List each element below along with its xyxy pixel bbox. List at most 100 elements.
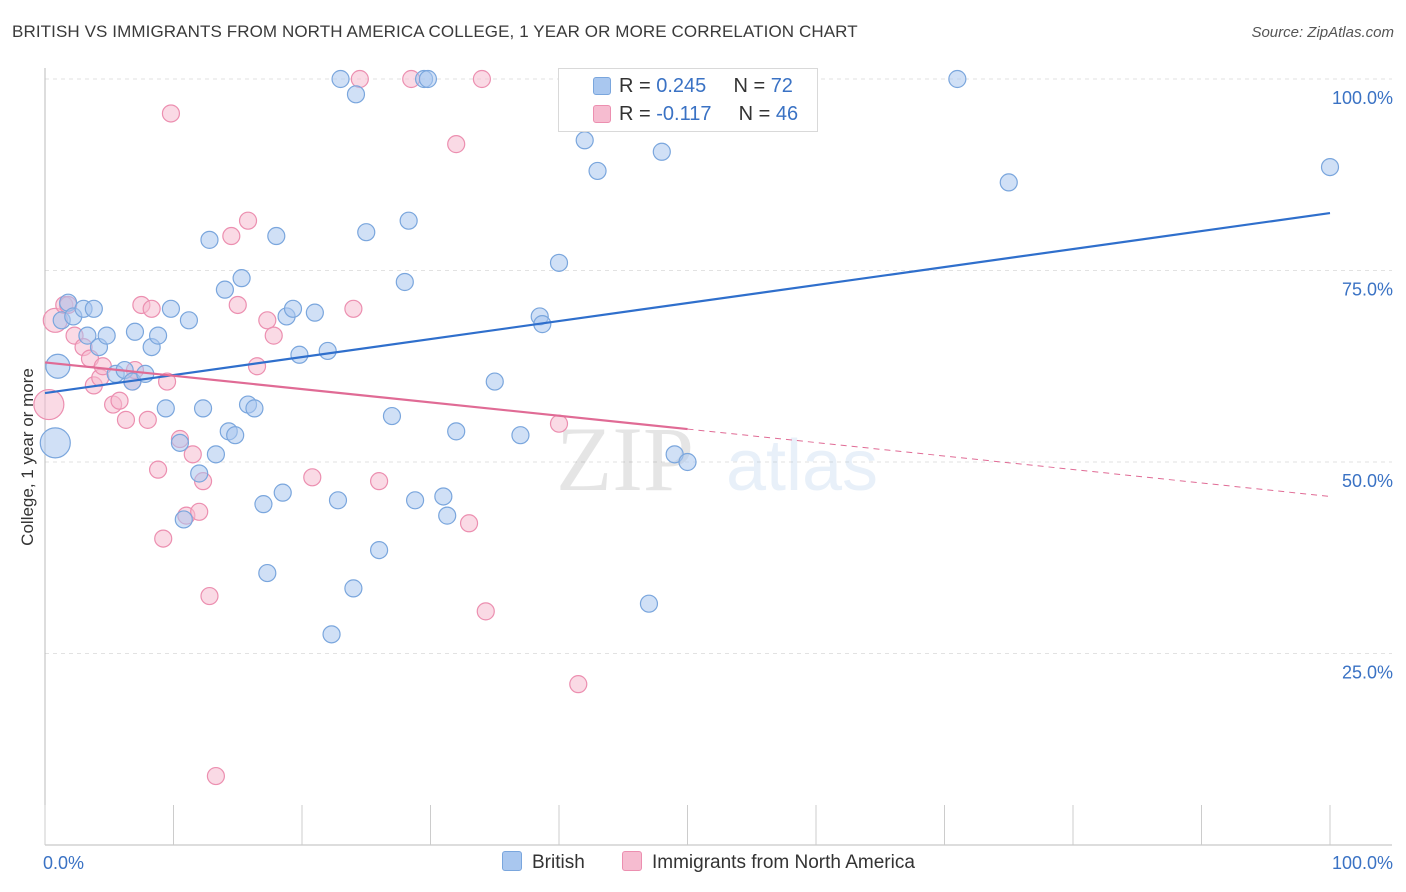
data-point	[190, 464, 209, 483]
data-point	[639, 594, 659, 613]
data-point	[511, 426, 530, 445]
data-point	[344, 299, 363, 318]
data-point	[357, 223, 376, 242]
data-point	[154, 529, 173, 548]
tick-labels: 25.0% 50.0% 75.0% 100.0% 0.0% 100.0%	[43, 88, 1393, 873]
data-point	[170, 433, 190, 452]
data-point	[331, 69, 350, 89]
data-point	[382, 406, 402, 426]
data-point	[549, 253, 569, 272]
data-point	[125, 322, 145, 341]
legend-row-immigrants: R = -0.117 N = 46	[593, 100, 799, 128]
y-tick-label: 50.0%	[1342, 471, 1393, 491]
grid	[45, 78, 1392, 654]
data-point	[472, 69, 491, 89]
x-tick-label: 100.0%	[1332, 853, 1393, 873]
data-point	[84, 299, 103, 318]
n-value: 72	[770, 75, 793, 97]
data-point	[346, 85, 366, 104]
data-point	[678, 452, 697, 472]
data-point	[328, 491, 348, 510]
data-point	[183, 445, 202, 464]
data-point	[245, 399, 264, 418]
immigrants-points	[33, 69, 588, 786]
data-point	[156, 399, 175, 418]
data-point	[247, 357, 267, 376]
data-point	[303, 468, 322, 487]
trend-lines	[44, 211, 1331, 497]
source-label: Source: ZipAtlas.com	[1251, 24, 1394, 41]
data-point	[174, 510, 193, 529]
n-label: N =	[733, 75, 771, 97]
data-point	[434, 487, 453, 506]
legend-label-british: British	[532, 852, 585, 873]
r-value: 0.245	[656, 75, 707, 97]
n-value: 46	[775, 103, 799, 125]
data-point	[459, 514, 479, 533]
data-point	[1320, 157, 1340, 177]
r-value: -0.117	[656, 103, 712, 125]
data-point	[97, 326, 116, 345]
r-label: R =	[619, 75, 657, 97]
data-point	[569, 675, 588, 694]
data-point	[283, 299, 303, 318]
data-point	[116, 410, 136, 429]
data-point	[652, 142, 671, 161]
legend-row-british: R = 0.245 N = 72	[593, 72, 793, 100]
data-point	[232, 269, 251, 288]
correlation-legend: R = 0.245 N = 72 R = -0.117 N = 46	[558, 68, 818, 132]
chart-title: BRITISH VS IMMIGRANTS FROM NORTH AMERICA…	[12, 22, 858, 41]
data-point	[179, 311, 199, 330]
trend-line-immigrants-extension	[687, 428, 1331, 497]
legend-item-immigrants[interactable]: Immigrants from North America	[622, 851, 915, 874]
british-swatch	[502, 851, 522, 871]
data-point	[148, 460, 168, 479]
data-point	[447, 135, 466, 154]
data-point	[226, 426, 245, 445]
watermark-atlas: atlas	[726, 426, 878, 506]
data-point	[318, 341, 337, 361]
data-point	[45, 353, 71, 379]
data-point	[395, 272, 414, 292]
data-point	[370, 472, 389, 491]
data-point	[549, 414, 569, 433]
data-point	[447, 422, 466, 441]
data-point	[267, 226, 286, 246]
trend-line-british	[44, 211, 1331, 395]
data-point	[148, 326, 168, 345]
y-tick-label: 100.0%	[1332, 88, 1393, 108]
data-point	[370, 540, 389, 560]
data-point	[399, 211, 418, 230]
data-point	[485, 372, 504, 391]
data-point	[344, 579, 363, 598]
data-point	[273, 483, 292, 502]
data-point	[418, 69, 438, 89]
data-point	[438, 506, 457, 525]
y-tick-label: 75.0%	[1342, 280, 1393, 300]
r-label: R =	[619, 103, 657, 125]
data-point	[206, 766, 226, 786]
data-point	[575, 131, 594, 150]
data-point	[110, 391, 129, 410]
data-point	[264, 326, 283, 345]
data-point	[200, 230, 219, 249]
data-point	[238, 211, 258, 230]
data-point	[138, 410, 157, 429]
data-point	[305, 303, 324, 322]
british-points	[39, 69, 1340, 644]
axes	[44, 68, 1392, 846]
data-point	[948, 69, 967, 89]
data-point	[350, 69, 369, 89]
data-point	[228, 295, 247, 315]
data-point	[999, 173, 1018, 192]
data-point	[200, 586, 219, 606]
data-point	[322, 625, 341, 644]
n-label: N =	[738, 103, 776, 125]
data-point	[476, 602, 495, 621]
legend-item-british[interactable]: British	[502, 851, 585, 874]
data-point	[206, 445, 226, 464]
data-point	[33, 388, 65, 421]
watermark: ZIP atlas	[556, 408, 878, 510]
x-tick-label: 0.0%	[43, 853, 84, 873]
